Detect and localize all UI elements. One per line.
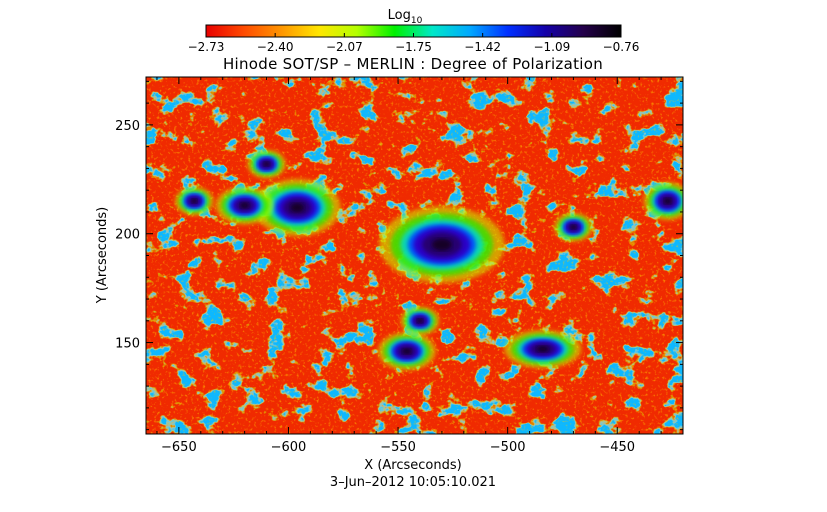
colorbar-tick-label: −2.40 — [257, 40, 294, 54]
colorbar-tick-label: −1.42 — [464, 40, 501, 54]
x-tick-label: −650 — [161, 440, 197, 455]
colorbar-tick-label: −2.73 — [188, 40, 225, 54]
polarization-feature — [643, 181, 683, 221]
polarization-features — [174, 149, 683, 371]
colorbar-title: Log10 — [388, 8, 423, 26]
colorbar-tick-label: −0.76 — [603, 40, 640, 54]
feature-ring — [402, 348, 412, 355]
colorbar-tick-label: −2.07 — [326, 40, 363, 54]
feature-ring — [290, 203, 305, 213]
polarization-feature — [377, 332, 436, 371]
y-tick-label: 250 — [115, 119, 140, 134]
feature-ring — [536, 346, 549, 353]
polarization-feature — [400, 306, 440, 336]
y-axis-label: Y (Arcseconds) — [95, 207, 110, 304]
x-tick-label: −600 — [271, 440, 307, 455]
plot-area — [146, 77, 683, 434]
feature-ring — [263, 161, 270, 167]
polarization-feature — [215, 186, 274, 225]
x-tick-label: −450 — [599, 440, 635, 455]
feature-ring — [240, 202, 250, 209]
polarization-feature — [554, 212, 593, 242]
polarization-feature — [379, 206, 505, 283]
polarization-feature — [253, 178, 341, 237]
polarization-feature — [174, 186, 214, 216]
feature-ring — [570, 224, 577, 230]
colorbar-tick-label: −1.75 — [395, 40, 432, 54]
y-tick-label: 150 — [115, 337, 140, 352]
x-axis: −650 −600 −550 −500 −450 — [156, 77, 684, 455]
feature-ring — [431, 238, 452, 251]
chart-title: Hinode SOT/SP – MERLIN : Degree of Polar… — [223, 55, 603, 73]
feature-ring — [191, 198, 198, 204]
feature-ring — [663, 198, 672, 205]
colorbar-tick-label: −1.09 — [533, 40, 570, 54]
colorbar-ticks: −2.73 −2.40 −2.07 −1.75 −1.42 −1.09 −0.76 — [188, 33, 640, 54]
x-tick-label: −550 — [380, 440, 416, 455]
feature-ring — [416, 318, 424, 324]
polarization-feature — [247, 149, 286, 179]
polarization-feature — [504, 329, 582, 369]
y-tick-label: 200 — [115, 228, 140, 243]
y-axis: 150 200 250 — [115, 80, 683, 431]
x-axis-label: X (Arcseconds) — [364, 458, 461, 473]
date-label: 3–Jun–2012 10:05:10.021 — [330, 475, 496, 490]
x-tick-label: −500 — [490, 440, 526, 455]
